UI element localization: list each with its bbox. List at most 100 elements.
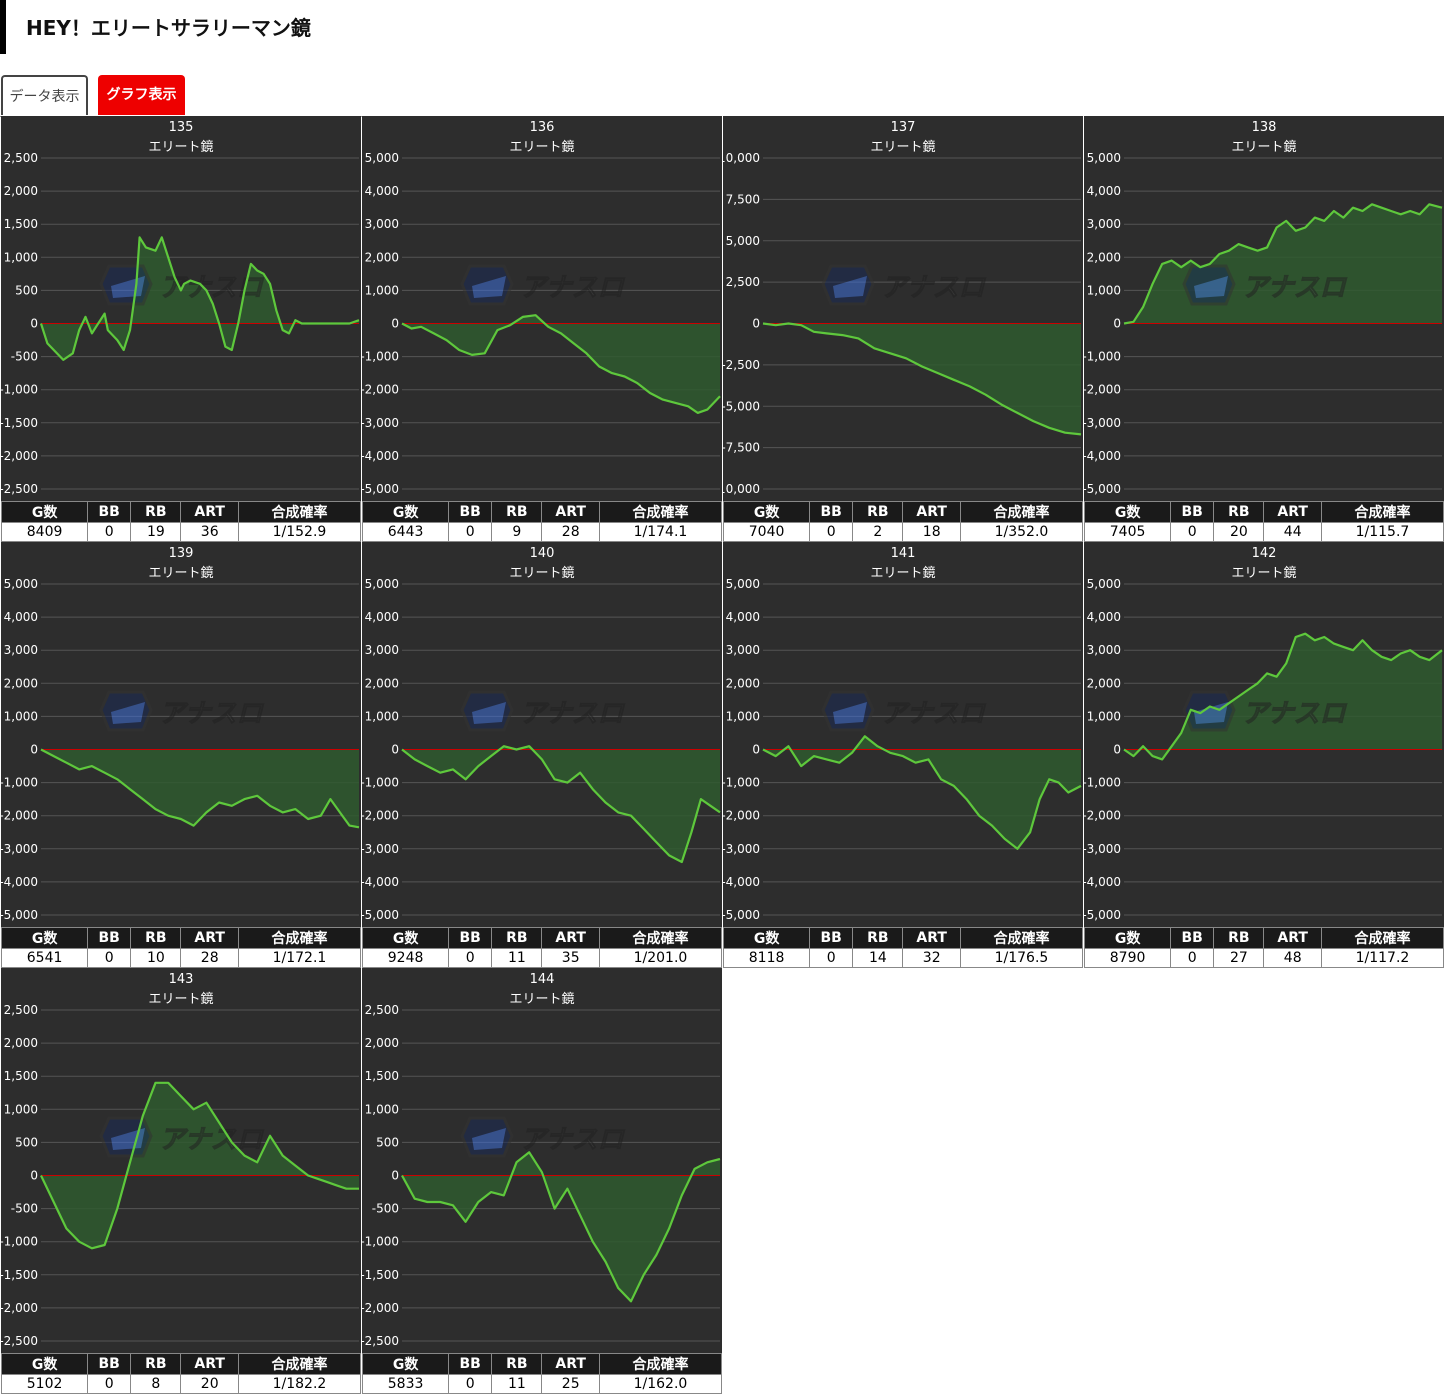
- stats-header: G数: [1083, 927, 1172, 949]
- y-tick-label: 3,000: [1087, 643, 1121, 657]
- stats-header: BB: [87, 927, 132, 949]
- stats-rb: 11: [491, 948, 543, 968]
- series-line: [1123, 203, 1443, 325]
- y-tick-label: -5,000: [723, 908, 760, 922]
- series-line: [401, 314, 721, 414]
- machine-number: 137: [890, 120, 916, 135]
- svg-text:アナスロ: アナスロ: [520, 273, 625, 303]
- area-fill: [41, 1082, 359, 1249]
- y-tick-label: 0: [30, 317, 38, 331]
- y-tick-label: -2,500: [1, 482, 38, 496]
- view-tabs: データ表示 グラフ表示: [0, 75, 390, 117]
- stats-header: BB: [809, 927, 854, 949]
- stats-table: G数 BB RB ART 合成確率 7040 0 2 18 1/352.0: [722, 501, 1084, 542]
- stats-art: 36: [180, 522, 239, 542]
- svg-text:アナスロ: アナスロ: [520, 699, 625, 729]
- stats-header: G数: [361, 1353, 450, 1375]
- machine-number: 144: [529, 972, 555, 987]
- y-tick-label: -500: [11, 350, 38, 364]
- stats-header: RB: [130, 501, 182, 523]
- analysis-slot-logo-icon: アナスロ: [460, 690, 626, 732]
- y-tick-label: -1,000: [362, 1235, 399, 1249]
- y-tick-label: -2,000: [1, 449, 38, 463]
- stats-prob: 1/201.0: [598, 948, 723, 968]
- stats-header: BB: [1170, 927, 1215, 949]
- chart-svg: -5,000 -4,000 -3,000 -2,000 -1,000 0 1,000 2,00…: [1084, 577, 1443, 922]
- y-tick-label: 1,000: [365, 1102, 399, 1116]
- y-tick-label: -1,000: [1, 383, 38, 397]
- y-tick-label: 2,500: [365, 1003, 399, 1017]
- stats-header: ART: [541, 501, 600, 523]
- y-tick-label: 4,000: [365, 184, 399, 198]
- series-line: [40, 1081, 359, 1250]
- area-fill: [763, 736, 1081, 849]
- stats-prob: 1/115.7: [1320, 522, 1445, 542]
- area-fill: [1124, 633, 1442, 760]
- stats-header: 合成確率: [598, 501, 723, 523]
- stats-prob: 1/117.2: [1320, 948, 1445, 968]
- chart-svg: -5,000 -4,000 -3,000 -2,000 -1,000 0 1,000 2,00…: [1084, 151, 1443, 496]
- stats-header: G数: [0, 1353, 89, 1375]
- stats-header: ART: [180, 501, 239, 523]
- stats-table: G数 BB RB ART 合成確率 8790 0 27 48 1/117.2: [1083, 927, 1445, 968]
- stats-bb: 0: [87, 1374, 132, 1394]
- y-tick-label: 3,000: [365, 217, 399, 231]
- stats-g: 6541: [0, 948, 89, 968]
- area-fill: [402, 315, 720, 413]
- stats-g: 8118: [722, 948, 811, 968]
- stats-header: ART: [541, 927, 600, 949]
- stats-rb: 20: [1213, 522, 1265, 542]
- y-tick-label: -3,000: [1084, 842, 1121, 856]
- y-tick-label: 4,000: [1087, 184, 1121, 198]
- machine-number: 140: [529, 546, 555, 561]
- stats-prob: 1/352.0: [959, 522, 1084, 542]
- stats-g: 7040: [722, 522, 811, 542]
- y-tick-label: -3,000: [1084, 416, 1121, 430]
- tab-data-view[interactable]: データ表示: [1, 75, 88, 115]
- machine-number: 135: [168, 120, 194, 135]
- series-line: [762, 322, 1082, 436]
- stats-header: ART: [180, 1353, 239, 1375]
- y-tick-label: -4,000: [362, 875, 399, 889]
- machine-panel-137: 137 エリート鏡 -10,000 -7,500 -5,000 -2,500 0 2,500 5…: [722, 116, 1084, 542]
- stats-art: 28: [180, 948, 239, 968]
- y-tick-label: -5,000: [362, 908, 399, 922]
- stats-bb: 0: [448, 1374, 493, 1394]
- stats-header: RB: [130, 1353, 182, 1375]
- stats-header: G数: [1083, 501, 1172, 523]
- stats-header: BB: [809, 501, 854, 523]
- y-tick-label: -3,000: [362, 842, 399, 856]
- stats-header: G数: [0, 501, 89, 523]
- y-tick-label: -2,000: [362, 809, 399, 823]
- stats-art: 32: [902, 948, 961, 968]
- stats-table: G数 BB RB ART 合成確率 6443 0 9 28 1/174.1: [361, 501, 723, 542]
- tab-graph-view[interactable]: グラフ表示: [98, 75, 185, 115]
- y-tick-label: 0: [391, 1169, 399, 1183]
- y-tick-label: 4,000: [4, 610, 38, 624]
- y-tick-label: 0: [1113, 743, 1121, 757]
- y-tick-label: 0: [391, 317, 399, 331]
- y-tick-label: -5,000: [1084, 908, 1121, 922]
- y-tick-label: 500: [15, 283, 38, 297]
- y-tick-label: -2,000: [1084, 809, 1121, 823]
- stats-header: 合成確率: [598, 1353, 723, 1375]
- area-fill: [763, 323, 1081, 435]
- chart-svg: -2,500 -2,000 -1,500 -1,000 -500 0 500 1,000 1,5…: [1, 151, 360, 496]
- y-tick-label: -4,000: [1084, 875, 1121, 889]
- y-tick-label: -500: [11, 1202, 38, 1216]
- svg-text:アナスロ: アナスロ: [1242, 273, 1347, 303]
- y-tick-label: -1,000: [362, 350, 399, 364]
- stats-bb: 0: [448, 522, 493, 542]
- analysis-slot-logo-icon: アナスロ: [460, 264, 626, 306]
- stats-table: G数 BB RB ART 合成確率 7405 0 20 44 1/115.7: [1083, 501, 1445, 542]
- y-tick-label: 2,500: [4, 1003, 38, 1017]
- stats-g: 6443: [361, 522, 450, 542]
- stats-header: 合成確率: [959, 501, 1084, 523]
- chart-svg: -2,500 -2,000 -1,500 -1,000 -500 0 500 1,000 1,5…: [1, 1003, 359, 1348]
- svg-text:アナスロ: アナスロ: [881, 273, 986, 303]
- stats-header: RB: [491, 927, 543, 949]
- y-tick-label: 2,500: [4, 151, 38, 165]
- stats-rb: 27: [1213, 948, 1265, 968]
- stats-art: 35: [541, 948, 600, 968]
- y-tick-label: -7,500: [723, 441, 760, 455]
